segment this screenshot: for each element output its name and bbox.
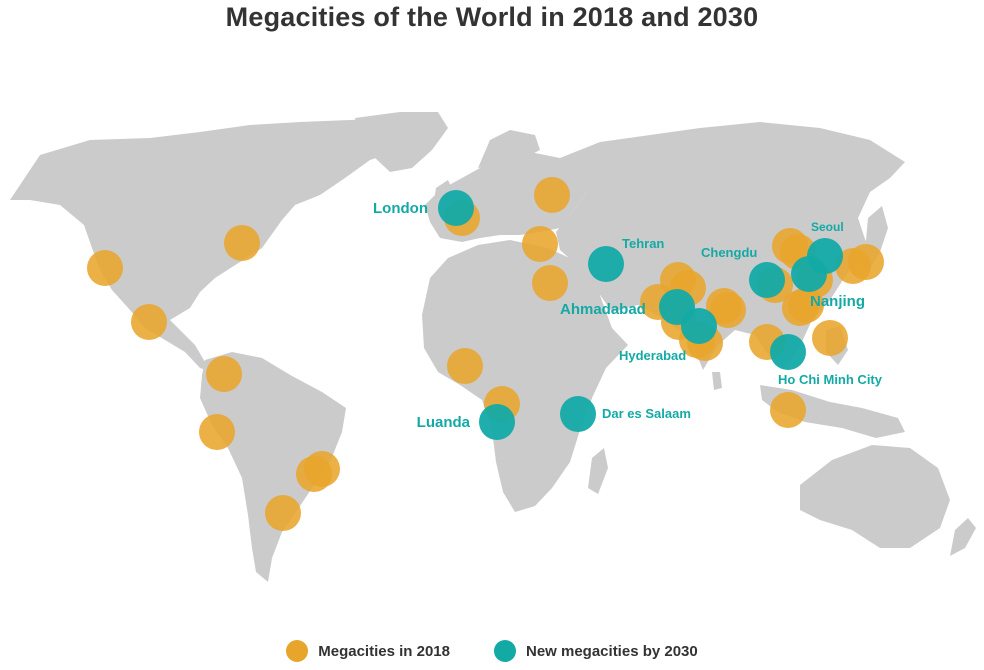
city-marker-dar-es-salaam[interactable]: [560, 396, 596, 432]
label-ahmadabad: Ahmadabad: [560, 301, 646, 318]
city-marker-seoul[interactable]: [807, 238, 843, 274]
city-marker-2018[interactable]: [706, 288, 742, 324]
label-seoul: Seoul: [811, 220, 844, 234]
label-dar-es-salaam: Dar es Salaam: [602, 406, 691, 421]
label-luanda: Luanda: [417, 414, 471, 431]
city-marker-2018[interactable]: [848, 244, 884, 280]
city-labels: London Tehran Chengdu Seoul Ahmadabad Na…: [373, 200, 883, 431]
legend-label-2030: New megacities by 2030: [525, 642, 698, 660]
land-north-america: [10, 118, 420, 372]
city-marker-chengdu[interactable]: [749, 262, 785, 298]
land-africa: [422, 240, 628, 512]
city-marker-2018[interactable]: [224, 225, 260, 261]
city-marker-2018[interactable]: [131, 304, 167, 340]
city-marker-hyderabad[interactable]: [681, 308, 717, 344]
legend-item-2018[interactable]: Megacities in 2018: [286, 640, 450, 662]
city-marker-2018[interactable]: [770, 392, 806, 428]
city-marker-2018[interactable]: [199, 414, 235, 450]
city-marker-luanda[interactable]: [479, 404, 515, 440]
label-london: London: [373, 200, 428, 217]
city-marker-tehran[interactable]: [588, 246, 624, 282]
legend-dot-2030: [493, 640, 516, 662]
label-hyderabad: Hyderabad: [619, 348, 686, 363]
city-marker-2018[interactable]: [788, 287, 824, 323]
city-marker-london[interactable]: [438, 190, 474, 226]
land-greenland: [355, 112, 448, 172]
city-marker-2018[interactable]: [304, 451, 340, 487]
city-marker-2018[interactable]: [206, 356, 242, 392]
legend-item-2030[interactable]: New megacities by 2030: [493, 640, 698, 662]
label-chengdu: Chengdu: [701, 245, 757, 260]
city-marker-2018[interactable]: [532, 265, 568, 301]
legend: Megacities in 2018 New megacities by 203…: [0, 640, 984, 662]
label-nanjing: Nanjing: [810, 293, 865, 310]
label-tehran: Tehran: [622, 236, 664, 251]
label-ho-chi-minh-city: Ho Chi Minh City: [778, 372, 883, 387]
land-south-america: [200, 352, 346, 582]
land-sri-lanka: [712, 372, 722, 390]
city-marker-2018[interactable]: [522, 226, 558, 262]
land-australia: [800, 445, 950, 548]
city-marker-2018[interactable]: [447, 348, 483, 384]
land-new-zealand: [950, 518, 976, 556]
city-marker-2018[interactable]: [87, 250, 123, 286]
city-marker-2018[interactable]: [534, 177, 570, 213]
land-madagascar: [588, 448, 608, 494]
legend-dot-2018: [286, 640, 309, 662]
map-title: Megacities of the World in 2018 and 2030: [225, 2, 759, 32]
legend-label-2018: Megacities in 2018: [318, 642, 450, 660]
city-marker-2018[interactable]: [265, 495, 301, 531]
city-marker-2018[interactable]: [812, 320, 848, 356]
land-scandinavia: [478, 130, 540, 168]
megacities-2030: [438, 190, 843, 440]
city-marker-ho-chi-minh-city[interactable]: [770, 334, 806, 370]
